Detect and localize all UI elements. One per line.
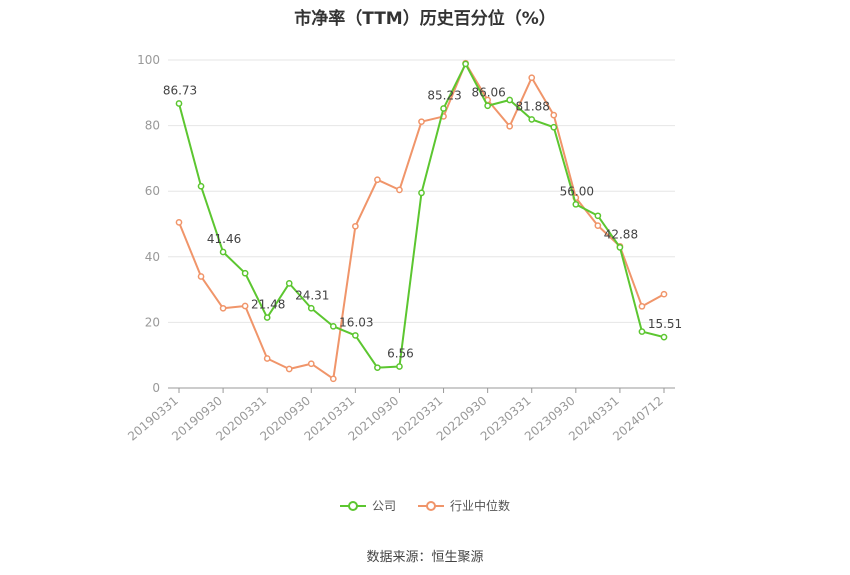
data-point-industry-median[interactable]	[263, 355, 271, 362]
data-point-company[interactable]	[219, 248, 227, 256]
legend-swatch-company	[339, 500, 366, 511]
data-point-industry-median[interactable]	[219, 304, 227, 312]
data-point-industry-median[interactable]	[329, 375, 337, 383]
data-point-company[interactable]	[484, 102, 491, 110]
data-label: 56.00	[560, 184, 594, 198]
series-line-industry-median	[178, 62, 665, 380]
data-label: 86.73	[163, 84, 197, 98]
data-point-industry-median[interactable]	[528, 74, 536, 82]
y-tick-label: 100	[137, 53, 160, 67]
data-point-company[interactable]	[638, 328, 646, 335]
data-point-industry-median[interactable]	[550, 111, 558, 119]
data-point-industry-median[interactable]	[352, 222, 359, 230]
data-label: 81.88	[516, 99, 550, 113]
data-point-company[interactable]	[506, 96, 514, 104]
data-point-company[interactable]	[616, 244, 624, 251]
chart-title: 市净率（TTM）历史百分位（%）	[294, 9, 556, 29]
data-label: 24.31	[295, 288, 329, 302]
data-point-company[interactable]	[396, 363, 403, 370]
data-point-industry-median[interactable]	[175, 219, 183, 226]
data-point-company[interactable]	[660, 333, 668, 341]
data-point-industry-median[interactable]	[418, 118, 425, 126]
data-point-company[interactable]	[197, 182, 205, 190]
y-tick-label: 60	[145, 184, 160, 198]
data-point-company[interactable]	[374, 364, 381, 372]
data-point-company[interactable]	[594, 212, 602, 220]
data-point-company[interactable]	[528, 116, 536, 123]
data-point-company[interactable]	[550, 123, 558, 131]
data-point-industry-median[interactable]	[197, 273, 205, 280]
data-source: 数据来源：恒生聚源	[366, 550, 484, 565]
data-point-company[interactable]	[175, 100, 183, 107]
data-point-company[interactable]	[352, 332, 359, 339]
data-point-company[interactable]	[572, 200, 580, 208]
data-point-industry-median[interactable]	[374, 176, 381, 184]
legend-item-company[interactable]: 公司	[339, 497, 396, 514]
data-point-industry-median[interactable]	[396, 186, 403, 194]
legend-label-company: 公司	[371, 499, 396, 513]
data-point-industry-median[interactable]	[594, 222, 602, 229]
legend-swatch-industry-median	[418, 500, 444, 511]
legend: 公司 行业中位数	[0, 497, 850, 514]
data-point-industry-median[interactable]	[506, 122, 514, 130]
data-point-industry-median[interactable]	[241, 302, 249, 310]
data-point-industry-median[interactable]	[307, 360, 315, 368]
data-label: 15.51	[648, 317, 682, 331]
legend-item-industry-median[interactable]: 行业中位数	[418, 497, 510, 514]
y-tick-label: 40	[145, 250, 160, 264]
data-point-industry-median[interactable]	[285, 365, 293, 373]
data-label: 86.06	[471, 86, 505, 100]
data-label: 42.88	[604, 227, 638, 241]
y-tick-label: 20	[145, 315, 160, 329]
data-point-company[interactable]	[418, 189, 425, 197]
data-point-company[interactable]	[440, 105, 447, 112]
data-label: 6.56	[387, 346, 414, 360]
data-point-company[interactable]	[307, 304, 315, 312]
data-point-company[interactable]	[241, 269, 249, 277]
y-tick-label: 0	[152, 381, 160, 395]
data-point-company[interactable]	[462, 60, 469, 68]
data-point-industry-median[interactable]	[660, 290, 668, 298]
legend-label-industry-median: 行业中位数	[450, 499, 511, 513]
data-label: 41.46	[207, 232, 241, 246]
y-tick-label: 80	[145, 119, 160, 133]
data-point-industry-median[interactable]	[638, 302, 646, 310]
data-point-company[interactable]	[329, 322, 337, 330]
data-label: 16.03	[339, 315, 373, 329]
data-label: 85.23	[427, 88, 461, 102]
data-label: 21.48	[251, 298, 285, 312]
data-point-company[interactable]	[285, 280, 293, 287]
data-point-company[interactable]	[263, 314, 271, 321]
